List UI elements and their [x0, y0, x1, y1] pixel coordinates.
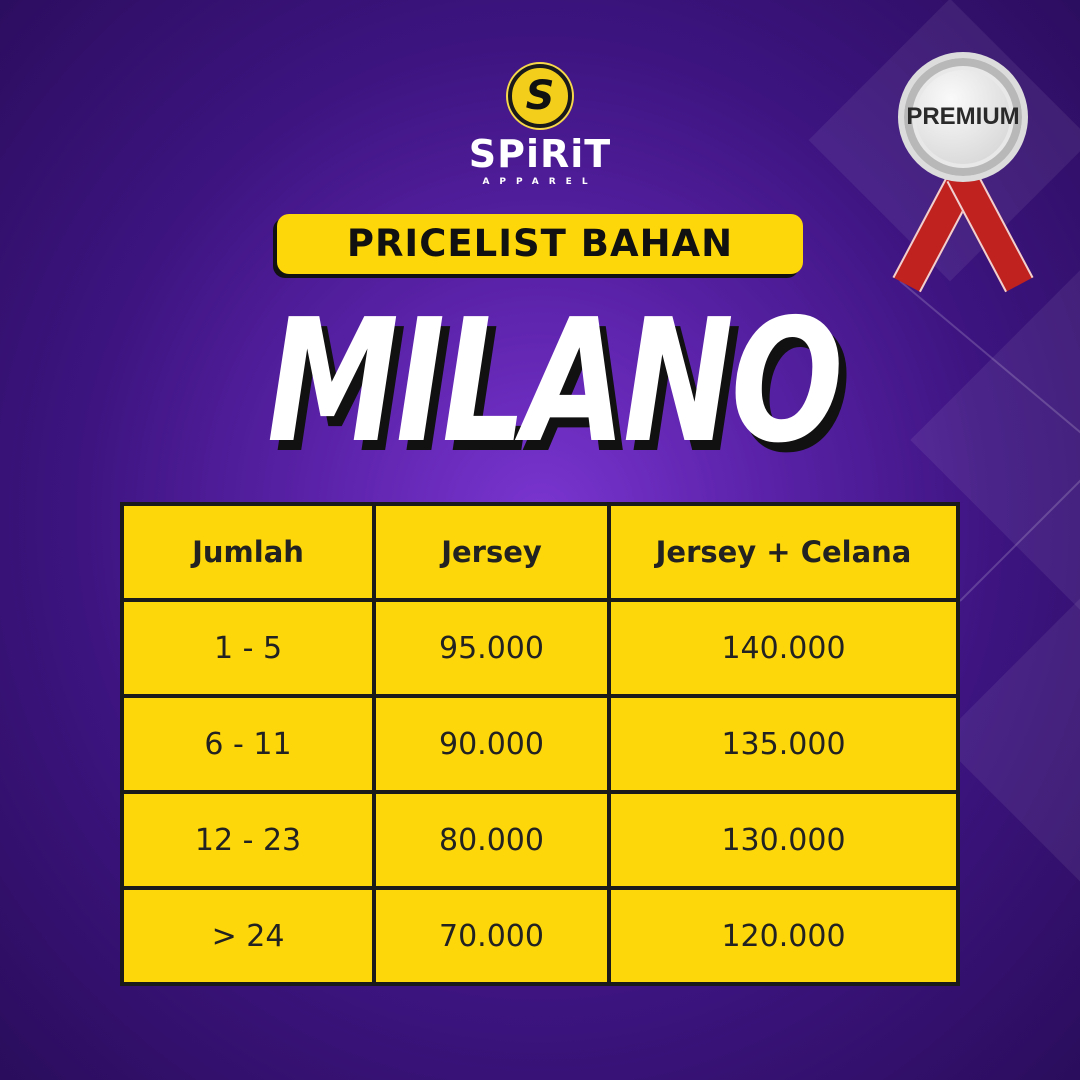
- cell-quantity: > 24: [120, 886, 376, 986]
- cell-jersey: 95.000: [372, 598, 611, 698]
- cell-quantity: 6 - 11: [120, 694, 376, 794]
- logo: S SPiRiT APPAREL: [420, 64, 660, 188]
- table-header-row: Jumlah Jersey Jersey + Celana: [120, 502, 960, 602]
- table-row: > 24 70.000 120.000: [120, 886, 960, 986]
- spirit-logo-icon: S: [508, 64, 572, 128]
- logo-brand: SPiRiT: [468, 132, 612, 176]
- table-row: 12 - 23 80.000 130.000: [120, 790, 960, 890]
- column-header: Jumlah: [120, 502, 376, 602]
- cell-jersey-celana: 140.000: [607, 598, 960, 698]
- logo-subtitle: APPAREL: [482, 177, 598, 187]
- price-table: Jumlah Jersey Jersey + Celana 1 - 5 95.0…: [120, 502, 960, 986]
- pricelist-label: PRICELIST BAHAN: [277, 214, 803, 274]
- cell-jersey-celana: 120.000: [607, 886, 960, 986]
- premium-badge: PREMIUM: [892, 52, 1034, 293]
- cell-jersey-celana: 135.000: [607, 694, 960, 794]
- column-header: Jersey: [372, 502, 611, 602]
- cell-jersey: 90.000: [372, 694, 611, 794]
- cell-quantity: 1 - 5: [120, 598, 376, 698]
- cell-jersey: 80.000: [372, 790, 611, 890]
- cell-jersey: 70.000: [372, 886, 611, 986]
- page-title: MILANO: [267, 283, 844, 481]
- table-row: 6 - 11 90.000 135.000: [120, 694, 960, 794]
- column-header: Jersey + Celana: [607, 502, 960, 602]
- cell-jersey-celana: 130.000: [607, 790, 960, 890]
- badge-label: PREMIUM: [898, 52, 1028, 182]
- table-row: 1 - 5 95.000 140.000: [120, 598, 960, 698]
- cell-quantity: 12 - 23: [120, 790, 376, 890]
